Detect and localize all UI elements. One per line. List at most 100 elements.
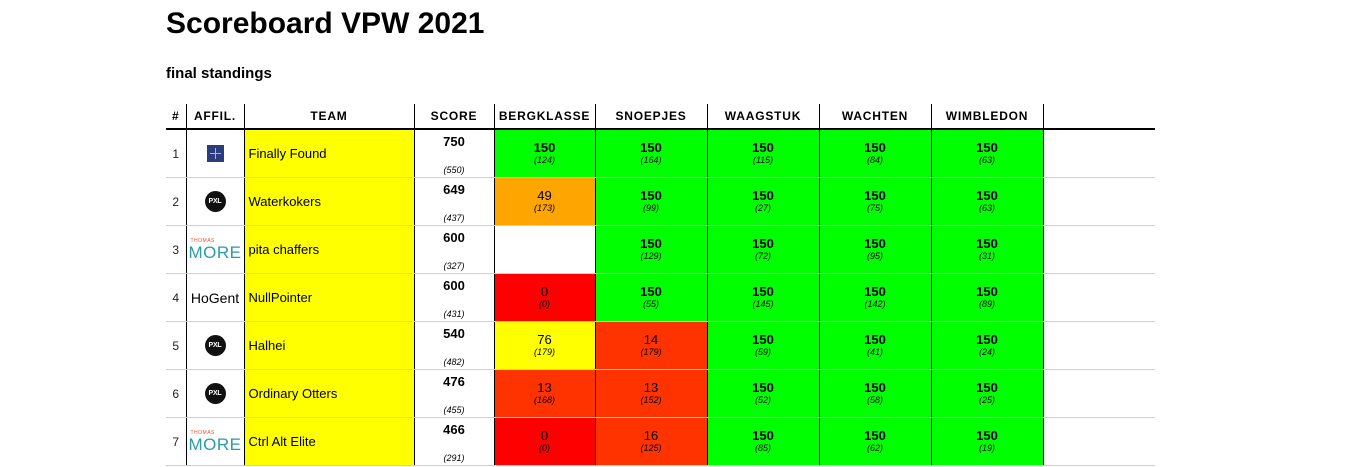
team-name[interactable]: Ordinary Otters bbox=[244, 369, 415, 418]
problem-points: 150 bbox=[752, 140, 774, 155]
problem-cell[interactable]: 16 (125) bbox=[595, 417, 708, 466]
problem-cell[interactable]: 49 (173) bbox=[494, 177, 596, 226]
problem-cell[interactable]: 0 (0) bbox=[494, 273, 596, 322]
problem-points: 0 bbox=[540, 284, 549, 299]
problem-time: (52) bbox=[754, 395, 771, 405]
score-time: (431) bbox=[443, 309, 465, 319]
problem-cell[interactable]: 13 (152) bbox=[595, 369, 708, 418]
problem-points: 150 bbox=[864, 428, 886, 443]
problem-time: (58) bbox=[866, 395, 883, 405]
affiliation-cell: THOMAS MORE bbox=[185, 225, 245, 274]
affiliation-cell: HoGent bbox=[185, 273, 245, 322]
problem-cell[interactable]: 150 (75) bbox=[819, 177, 932, 226]
row-filler bbox=[1043, 129, 1155, 178]
table-row: 5 PXL Halhei 540 (482) 76 (179) 14 (179) 150 (59) 1… bbox=[166, 321, 1155, 370]
problem-cell[interactable]: 150 (85) bbox=[707, 417, 820, 466]
problem-time: (41) bbox=[866, 347, 883, 357]
team-name[interactable]: Waterkokers bbox=[244, 177, 415, 226]
logo-big-text: MORE bbox=[188, 434, 242, 454]
problem-cell[interactable]: 150 (142) bbox=[819, 273, 932, 322]
header-problem-wimbledon[interactable]: WIMBLEDON bbox=[930, 104, 1043, 130]
problem-points: 14 bbox=[643, 332, 659, 347]
team-name[interactable]: pita chaffers bbox=[244, 225, 415, 274]
problem-points: 150 bbox=[640, 236, 662, 251]
problem-points: 0 bbox=[540, 428, 549, 443]
score-points: 540 bbox=[443, 326, 465, 341]
affiliation-cell: PXL bbox=[185, 369, 245, 418]
scoreboard-table: # AFFIL. TEAM SCORE BERGKLASSE SNOEPJES … bbox=[166, 104, 1155, 466]
problem-time: (152) bbox=[640, 395, 662, 405]
problem-time: (31) bbox=[978, 251, 995, 261]
problem-cell[interactable]: 150 (84) bbox=[819, 129, 932, 178]
problem-cell[interactable]: 150 (27) bbox=[707, 177, 820, 226]
team-name[interactable]: Halhei bbox=[244, 321, 415, 370]
problem-time: (179) bbox=[533, 347, 555, 357]
problem-cell[interactable]: 150 (25) bbox=[931, 369, 1044, 418]
problem-points: 150 bbox=[752, 188, 774, 203]
problem-cell[interactable]: 14 (179) bbox=[595, 321, 708, 370]
problem-time: (142) bbox=[864, 299, 886, 309]
problem-cell[interactable]: 150 (99) bbox=[595, 177, 708, 226]
problem-cell[interactable]: 150 (55) bbox=[595, 273, 708, 322]
header-problem-waagstuk[interactable]: WAAGSTUK bbox=[706, 104, 819, 130]
score-points: 600 bbox=[443, 278, 465, 293]
problem-cell[interactable]: 150 (124) bbox=[494, 129, 596, 178]
score-cell: 750 (550) bbox=[414, 129, 495, 178]
problem-points: 150 bbox=[640, 284, 662, 299]
problem-cell[interactable]: 150 (164) bbox=[595, 129, 708, 178]
problem-cell[interactable]: 150 (63) bbox=[931, 129, 1044, 178]
problem-points: 150 bbox=[976, 236, 998, 251]
problem-cell[interactable]: 150 (59) bbox=[707, 321, 820, 370]
rank-cell: 6 bbox=[166, 369, 186, 418]
problem-cell[interactable]: 0 (0) bbox=[494, 417, 596, 466]
header-problem-snoepjes[interactable]: SNOEPJES bbox=[594, 104, 707, 130]
header-problem-wachten[interactable]: WACHTEN bbox=[818, 104, 931, 130]
problem-time: (124) bbox=[533, 155, 555, 165]
problem-cell[interactable]: 150 (95) bbox=[819, 225, 932, 274]
problem-points: 76 bbox=[537, 332, 552, 347]
problem-cell[interactable]: 150 (41) bbox=[819, 321, 932, 370]
problem-cell[interactable]: 150 (31) bbox=[931, 225, 1044, 274]
problem-cell[interactable]: 150 (72) bbox=[707, 225, 820, 274]
problem-time: (59) bbox=[754, 347, 771, 357]
score-time: (550) bbox=[443, 165, 465, 175]
problem-points: 16 bbox=[643, 428, 659, 443]
problem-time: (62) bbox=[866, 443, 883, 453]
problem-points: 150 bbox=[864, 380, 886, 395]
problem-time: (145) bbox=[752, 299, 774, 309]
score-time: (482) bbox=[443, 357, 465, 367]
problem-time: (115) bbox=[752, 155, 774, 165]
problem-points: 150 bbox=[976, 380, 998, 395]
score-time: (437) bbox=[443, 213, 465, 223]
team-name[interactable]: NullPointer bbox=[244, 273, 415, 322]
problem-cell[interactable]: 150 (115) bbox=[707, 129, 820, 178]
problem-time: (85) bbox=[754, 443, 771, 453]
affiliation-cell: PXL bbox=[185, 177, 245, 226]
problem-cell[interactable]: 150 (62) bbox=[819, 417, 932, 466]
problem-cell[interactable]: 150 (129) bbox=[595, 225, 708, 274]
problem-cell[interactable]: 150 (63) bbox=[931, 177, 1044, 226]
row-filler bbox=[1043, 225, 1155, 274]
problem-cell[interactable]: 150 (145) bbox=[707, 273, 820, 322]
problem-cell[interactable]: 150 (58) bbox=[819, 369, 932, 418]
problem-cell[interactable]: 150 (52) bbox=[707, 369, 820, 418]
affiliation-cell: PXL bbox=[185, 321, 245, 370]
problem-cell[interactable]: 150 (89) bbox=[931, 273, 1044, 322]
score-cell: 540 (482) bbox=[414, 321, 495, 370]
problem-time: (89) bbox=[978, 299, 995, 309]
team-name[interactable]: Ctrl Alt Elite bbox=[244, 417, 415, 466]
header-problem-bergklasse[interactable]: BERGKLASSE bbox=[493, 104, 595, 130]
problem-cell[interactable] bbox=[494, 225, 596, 274]
table-row: 3 THOMAS MORE pita chaffers 600 (327) 150 (129)… bbox=[166, 225, 1155, 274]
problem-cell[interactable]: 13 (168) bbox=[494, 369, 596, 418]
problem-points: 150 bbox=[864, 284, 886, 299]
affiliation-thomas-more-logo: THOMAS MORE bbox=[188, 429, 242, 454]
logo-small-text: THOMAS bbox=[190, 429, 215, 436]
table-row: 4 HoGent NullPointer 600 (431) 0 (0) 150 (55) 150… bbox=[166, 273, 1155, 322]
problem-cell[interactable]: 76 (179) bbox=[494, 321, 596, 370]
problem-cell[interactable]: 150 (19) bbox=[931, 417, 1044, 466]
problem-cell[interactable]: 150 (24) bbox=[931, 321, 1044, 370]
score-cell: 466 (291) bbox=[414, 417, 495, 466]
team-name[interactable]: Finally Found bbox=[244, 129, 415, 178]
problem-time: (27) bbox=[754, 203, 771, 213]
